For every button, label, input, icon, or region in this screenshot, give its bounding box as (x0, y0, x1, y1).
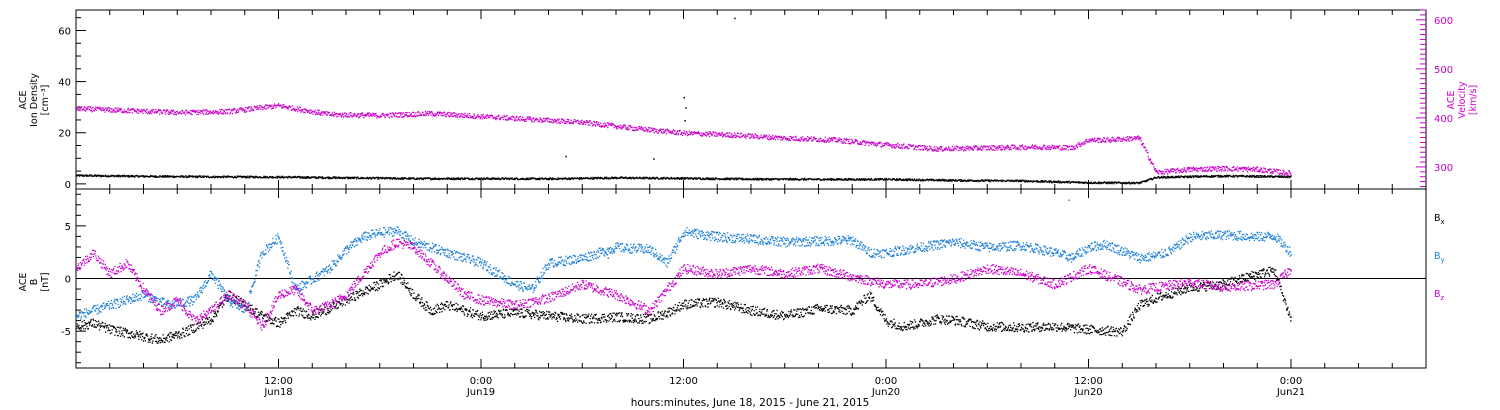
field-axis-label-line: [nT] (40, 272, 51, 291)
density-axis-label-line: Ion Density (29, 73, 40, 127)
field-axis-label: ACE B [nT] (18, 272, 51, 291)
series-velocity-points (76, 103, 1292, 177)
field-spike-point (607, 257, 610, 259)
velocity-axis-label-line: Velocity (1457, 81, 1468, 119)
time-tick-date: Jun19 (466, 387, 495, 398)
time-tick-label: 12:00 (1074, 376, 1103, 387)
density-spike-point (653, 158, 655, 160)
field-axis-label-line: ACE (18, 273, 29, 292)
legend-subscript: z (1441, 294, 1445, 302)
density-spike-point (734, 17, 736, 20)
density-spike-point (684, 119, 686, 122)
x-axis-label: hours:minutes, June 18, 2015 - June 21, … (631, 397, 870, 409)
density-spike-point (685, 107, 687, 109)
legend-symbol: B (1434, 289, 1441, 300)
velocity-axis-label: ACE Velocity [km/s] (1446, 81, 1479, 119)
legend-subscript: y (1441, 256, 1445, 264)
legend-bx: Bx (1434, 213, 1445, 226)
legend-symbol: B (1434, 213, 1441, 224)
legend-bz: Bz (1434, 289, 1445, 302)
time-tick-label: 0:00 (875, 376, 897, 387)
density-spike-point (565, 155, 567, 158)
time-tick-date: Jun21 (1276, 387, 1305, 398)
density-axis-label: ACE Ion Density [cm⁻³] (18, 73, 51, 127)
series-bz-points (76, 238, 1292, 331)
density-tick-label: 40 (58, 78, 71, 89)
velocity-axis-label-line: [km/s] (1468, 85, 1479, 115)
time-tick-label: 12:00 (669, 376, 698, 387)
density-axis-label-line: [cm⁻³] (40, 85, 51, 116)
velocity-tick-label: 600 (1434, 16, 1453, 27)
series-velocity (76, 103, 1292, 177)
field-ticks: -5 0 5 (61, 193, 86, 364)
density-tick-label: 0 (65, 180, 71, 191)
field-spike-point (1068, 199, 1070, 202)
density-spikes (565, 17, 736, 160)
time-tick-label: 0:00 (470, 376, 492, 387)
field-spikes (607, 199, 1070, 259)
time-tick-date: Jun18 (263, 387, 292, 398)
density-spike-point (683, 96, 685, 99)
density-axis-label-line: ACE (18, 91, 29, 110)
density-tick-label: 20 (58, 129, 71, 140)
field-tick-label: -5 (61, 327, 71, 338)
field-tick-label: 0 (65, 275, 71, 286)
field-tick-label: 5 (65, 222, 71, 233)
field-axis-label-line: B (29, 279, 40, 286)
velocity-ticks (1416, 9, 1426, 188)
density-ticks: 0 20 40 60 (58, 17, 86, 191)
legend-subscript: x (1441, 218, 1445, 226)
velocity-tick-label: 400 (1434, 114, 1453, 125)
velocity-axis-label-line: ACE (1446, 91, 1457, 110)
time-tick-date: Jun20 (1073, 387, 1102, 398)
velocity-tick-label: 500 (1434, 65, 1453, 76)
series-bz (76, 238, 1292, 331)
density-tick-label: 60 (58, 26, 71, 37)
time-tick-label: 0:00 (1280, 376, 1302, 387)
legend-by: By (1434, 251, 1445, 264)
time-tick-label: 12:00 (264, 376, 293, 387)
legend-symbol: B (1434, 251, 1441, 262)
time-tick-date: Jun20 (871, 387, 900, 398)
top-panel-frame (75, 9, 1427, 190)
velocity-tick-label: 300 (1434, 163, 1453, 174)
